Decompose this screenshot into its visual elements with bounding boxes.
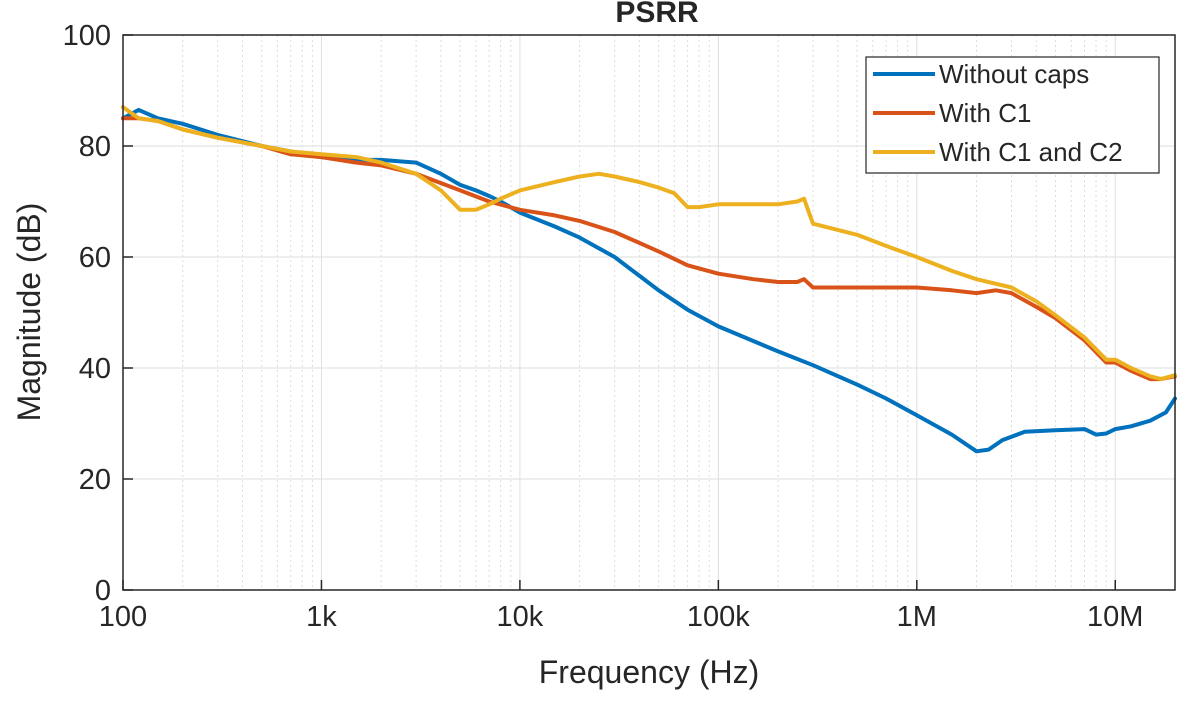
x-axis-label: Frequency (Hz) [539,654,760,690]
x-tick-label: 1M [897,601,937,633]
y-tick-label: 0 [95,575,111,607]
x-tick-label: 10k [497,601,544,633]
y-tick-label: 80 [79,131,111,163]
y-axis-label: Magnitude (dB) [11,203,47,422]
y-tick-label: 60 [79,242,111,274]
x-tick-label: 10M [1087,601,1143,633]
x-tick-label: 1k [306,601,337,633]
series-line-2 [121,116,1177,382]
plot-area-frame [122,34,1176,591]
series-line-3 [121,105,1177,382]
y-tick-label: 100 [63,20,111,52]
chart-title: PSRR [615,0,699,29]
legend-label-2: With C1 [939,98,1031,128]
legend-label-1: Without caps [939,59,1089,89]
y-tick-label: 40 [79,353,111,385]
x-tick-label: 100k [687,601,750,633]
x-tick-label: 100 [99,601,147,633]
y-tick-label: 20 [79,464,111,496]
axis-ticks: 100 1k 10k 100k 1M 10M 0 20 40 60 80 100 [63,20,1144,633]
series-lines [121,105,1177,454]
legend: Without caps With C1 With C1 and C2 [865,56,1160,174]
legend-label-3: With C1 and C2 [939,137,1123,167]
